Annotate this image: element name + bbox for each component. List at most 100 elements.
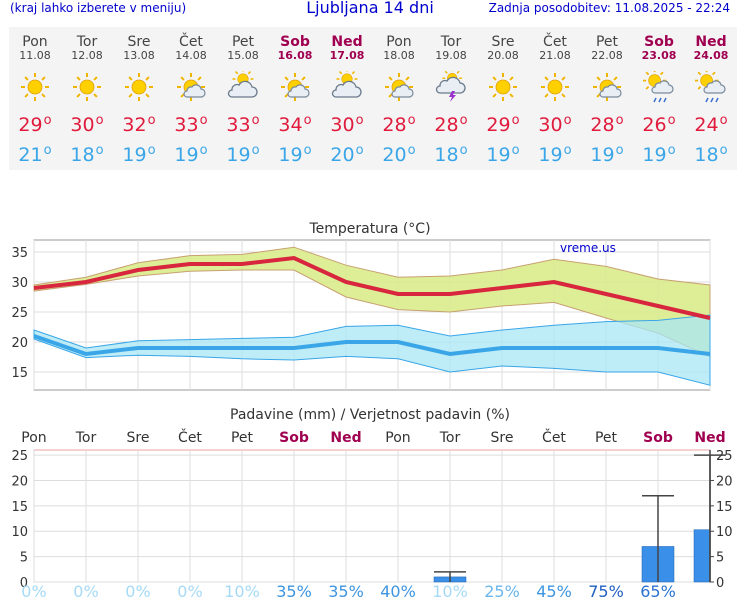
min-temp: 21o <box>18 143 52 166</box>
sun-rain-icon <box>642 68 675 103</box>
day-date: 16.08 <box>277 49 313 62</box>
sun-cloud-icon <box>591 71 623 103</box>
precip-probability: 0% <box>177 582 202 600</box>
precip-day-label: Sob <box>643 430 673 446</box>
precip-probability: 75% <box>588 582 624 600</box>
min-temp: 19o <box>226 143 260 166</box>
min-temp: 18o <box>694 143 728 166</box>
precip-bar <box>693 529 711 583</box>
precip-probability: 65% <box>640 582 676 600</box>
precip-probability: 10% <box>432 582 468 600</box>
precip-day-label: Čet <box>542 428 566 446</box>
min-temp: 20o <box>330 143 364 166</box>
day-date: 18.08 <box>383 49 415 62</box>
sun-icon <box>19 71 51 103</box>
precip-day-label: Čet <box>178 428 202 446</box>
min-temp: 19o <box>590 143 624 166</box>
day-date: 11.08 <box>19 49 51 62</box>
precip-probability: 40% <box>380 582 416 600</box>
precip-day-label: Pet <box>231 430 254 446</box>
max-temp: 26o <box>642 113 676 136</box>
max-temp: 28o <box>434 113 468 136</box>
day-date: 20.08 <box>487 49 519 62</box>
sun-rain-icon <box>694 68 727 103</box>
max-temp: 30o <box>538 113 572 136</box>
cloud-sun-icon <box>227 68 259 103</box>
precip-right-tick-label: 20 <box>716 474 733 489</box>
precip-right-tick-label: 0 <box>716 576 724 591</box>
sun-cloud-icon <box>279 71 311 103</box>
max-temp: 33o <box>226 113 260 136</box>
day-date: 15.08 <box>227 49 259 62</box>
precip-right-tick-label: 25 <box>716 449 733 464</box>
precip-day-label: Pon <box>385 430 410 446</box>
min-temp: 18o <box>434 143 468 166</box>
precip-chart-title: Padavine (mm) / Verjetnost padavin (%) <box>230 407 510 423</box>
temp-y-tick: 35 <box>11 246 28 261</box>
sun-icon <box>123 71 155 103</box>
max-temp: 32o <box>122 113 156 136</box>
precip-right-tick-label: 10 <box>716 525 733 540</box>
min-temp: 19o <box>642 143 676 166</box>
precip-day-label: Tor <box>439 430 461 446</box>
min-temp: 18o <box>70 143 104 166</box>
day-name: Sob <box>644 34 674 50</box>
day-date: 21.08 <box>539 49 571 62</box>
precip-y-tick: 10 <box>11 525 28 540</box>
watermark: vreme.us <box>560 241 616 255</box>
day-name: Sre <box>127 34 151 50</box>
precip-day-label: Sob <box>279 430 309 446</box>
day-name: Sre <box>491 34 515 50</box>
precip-day-label: Sre <box>127 430 150 446</box>
max-temp: 28o <box>382 113 416 136</box>
page-title: Ljubljana 14 dni <box>306 0 434 17</box>
precip-day-label: Ned <box>330 430 361 446</box>
forecast-strip: Pon 11.08 29o 21o Tor 12.08 30o 18o Sre 13.08 32o 1… <box>9 27 737 170</box>
last-update: Zadnja posodobitev: 11.08.2025 - 22:24 <box>488 1 730 15</box>
thunderstorm-icon <box>435 68 467 103</box>
precip-probability: 35% <box>276 582 312 600</box>
day-date: 22.08 <box>591 49 623 62</box>
precip-day-label: Pet <box>595 430 618 446</box>
day-date: 13.08 <box>123 49 155 62</box>
cloud-sun-icon <box>331 68 363 103</box>
precip-probability: 0% <box>73 582 98 600</box>
day-name: Pon <box>22 34 48 50</box>
max-temp: 34o <box>278 113 312 136</box>
top-bar: (kraj lahko izberete v meniju) Ljubljana… <box>0 0 740 20</box>
precip-plot-area <box>33 449 711 583</box>
precip-probability: 45% <box>536 582 572 600</box>
min-temp: 19o <box>278 143 312 166</box>
min-temp: 19o <box>174 143 208 166</box>
precip-day-label: Ned <box>694 430 725 446</box>
min-temp-line <box>33 334 711 357</box>
day-date: 14.08 <box>175 49 207 62</box>
sun-icon <box>539 71 571 103</box>
max-temp: 24o <box>694 113 728 136</box>
temp-y-tick: 15 <box>11 366 28 381</box>
max-temp: 29o <box>18 113 52 136</box>
precip-y-tick: 5 <box>20 551 28 566</box>
max-temp: 33o <box>174 113 208 136</box>
day-name: Ned <box>695 34 727 50</box>
location-hint-link[interactable]: (kraj lahko izberete v meniju) <box>10 1 187 15</box>
day-name: Tor <box>440 34 462 50</box>
day-name: Čet <box>543 34 567 50</box>
precip-y-tick: 15 <box>11 500 28 515</box>
day-name: Pet <box>231 34 255 50</box>
sun-cloud-icon <box>383 71 415 103</box>
precip-day-label: Pon <box>21 430 46 446</box>
day-name: Sob <box>280 34 310 50</box>
precip-day-label: Sre <box>491 430 514 446</box>
day-date: 23.08 <box>641 49 677 62</box>
precip-probability: 25% <box>484 582 520 600</box>
precip-y-tick: 20 <box>11 474 28 489</box>
min-temp: 20o <box>382 143 416 166</box>
day-date: 19.08 <box>435 49 467 62</box>
min-temp: 19o <box>122 143 156 166</box>
day-name: Čet <box>179 34 203 50</box>
precip-probability: 35% <box>328 582 364 600</box>
day-name: Tor <box>76 34 98 50</box>
temp-y-tick: 25 <box>11 306 28 321</box>
